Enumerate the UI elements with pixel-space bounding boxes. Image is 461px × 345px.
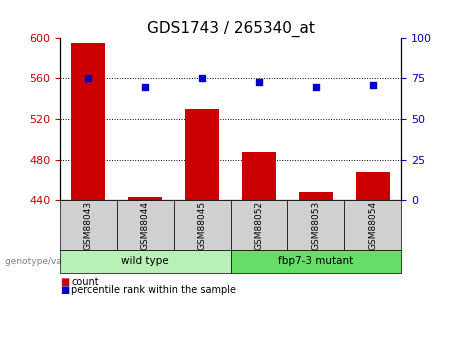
Text: count: count bbox=[71, 277, 99, 287]
Text: GSM88052: GSM88052 bbox=[254, 200, 263, 250]
Point bbox=[142, 84, 149, 89]
Bar bbox=[242, 152, 276, 200]
Text: ■: ■ bbox=[60, 285, 69, 295]
Text: GSM88054: GSM88054 bbox=[368, 200, 377, 250]
Bar bbox=[299, 192, 333, 200]
Text: fbp7-3 mutant: fbp7-3 mutant bbox=[278, 256, 354, 266]
Point bbox=[85, 76, 92, 81]
Text: wild type: wild type bbox=[121, 256, 169, 266]
Text: ■: ■ bbox=[60, 277, 69, 287]
Text: GSM88045: GSM88045 bbox=[198, 200, 207, 250]
Bar bbox=[355, 172, 390, 200]
Bar bbox=[185, 109, 219, 200]
Text: genotype/variation ▶: genotype/variation ▶ bbox=[5, 257, 100, 266]
Text: GSM88044: GSM88044 bbox=[141, 200, 150, 250]
Point bbox=[255, 79, 263, 85]
Text: GSM88043: GSM88043 bbox=[84, 200, 93, 250]
Title: GDS1743 / 265340_at: GDS1743 / 265340_at bbox=[147, 20, 314, 37]
Text: percentile rank within the sample: percentile rank within the sample bbox=[71, 285, 236, 295]
Bar bbox=[128, 197, 162, 200]
Text: GSM88053: GSM88053 bbox=[311, 200, 320, 250]
Point bbox=[369, 82, 376, 88]
Bar bbox=[71, 43, 106, 200]
Point bbox=[312, 84, 319, 89]
Point bbox=[198, 76, 206, 81]
